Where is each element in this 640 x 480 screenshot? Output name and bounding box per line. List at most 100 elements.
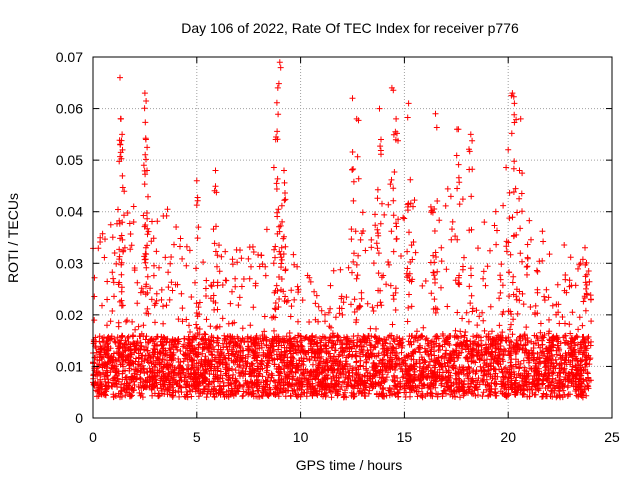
data-point [503,164,510,171]
data-point [444,185,451,192]
data-point [390,197,397,204]
data-point [405,378,412,385]
data-point [208,386,215,393]
data-point [468,292,475,299]
data-point [510,273,517,280]
data-point [109,234,116,241]
data-point [548,337,555,344]
data-point [390,185,397,192]
data-point [272,254,278,261]
data-point [420,363,427,370]
data-point [361,334,368,341]
data-point [104,278,111,285]
data-point [483,386,490,393]
data-point [307,278,314,285]
data-point [149,218,155,225]
data-point [196,326,203,332]
data-point [287,392,294,399]
data-point [568,366,575,373]
data-point [449,226,455,233]
data-point [255,372,262,379]
data-point [137,289,144,296]
data-point [356,336,363,343]
data-point [290,362,297,369]
data-point [295,286,302,293]
data-point [476,313,483,320]
data-point [329,345,336,351]
data-point [554,342,561,349]
data-point [206,363,213,370]
data-point [549,302,556,309]
data-point [137,368,144,375]
data-point [564,393,571,399]
data-point [271,289,278,296]
data-point [519,290,526,297]
data-point [219,375,226,382]
data-point [413,359,420,365]
data-point [168,373,175,379]
data-point [314,382,321,389]
data-point [281,359,288,366]
data-point [125,333,132,340]
data-point [351,250,357,257]
data-point [230,371,237,378]
data-point [368,244,375,251]
data-point [151,346,158,353]
data-point [490,342,497,349]
data-point [376,369,383,376]
data-point [584,382,591,389]
data-point [395,355,402,362]
data-point [436,342,443,349]
data-point [99,302,105,309]
data-point [506,293,513,300]
data-point [560,369,567,376]
data-point [520,342,527,349]
data-point [330,267,337,274]
data-point [277,251,284,258]
data-point [416,367,423,374]
x-tick-label: 15 [397,429,413,445]
data-point [278,276,285,282]
data-point [572,362,579,369]
data-point [119,302,126,309]
data-point [359,389,366,396]
data-point [327,305,334,312]
data-point [520,301,527,308]
data-point [539,228,546,235]
data-point [470,367,477,374]
data-point [160,373,167,379]
data-point [164,385,171,391]
data-point [192,333,199,340]
data-point [420,381,427,388]
data-point [381,211,388,218]
data-point [559,314,566,320]
data-point [110,275,117,282]
data-point [109,308,116,314]
data-point [163,302,170,309]
data-point [219,349,225,356]
data-point [335,374,342,381]
data-point [282,393,289,400]
data-point [253,393,260,400]
data-point [227,334,234,341]
data-point [144,167,150,174]
data-point [412,249,419,256]
data-point [414,328,420,335]
data-point [262,377,269,384]
data-point [443,266,450,273]
data-point [499,311,506,318]
data-point [276,296,283,302]
data-point [385,346,392,352]
data-point [546,251,553,258]
data-point [485,366,492,373]
data-point [140,322,147,329]
data-point [237,373,243,380]
data-point [135,323,142,330]
data-point [118,297,125,304]
data-point [476,357,483,363]
data-point [323,349,330,356]
data-point [283,299,290,305]
data-point [115,281,122,288]
data-point [513,116,520,123]
data-point [427,203,434,210]
